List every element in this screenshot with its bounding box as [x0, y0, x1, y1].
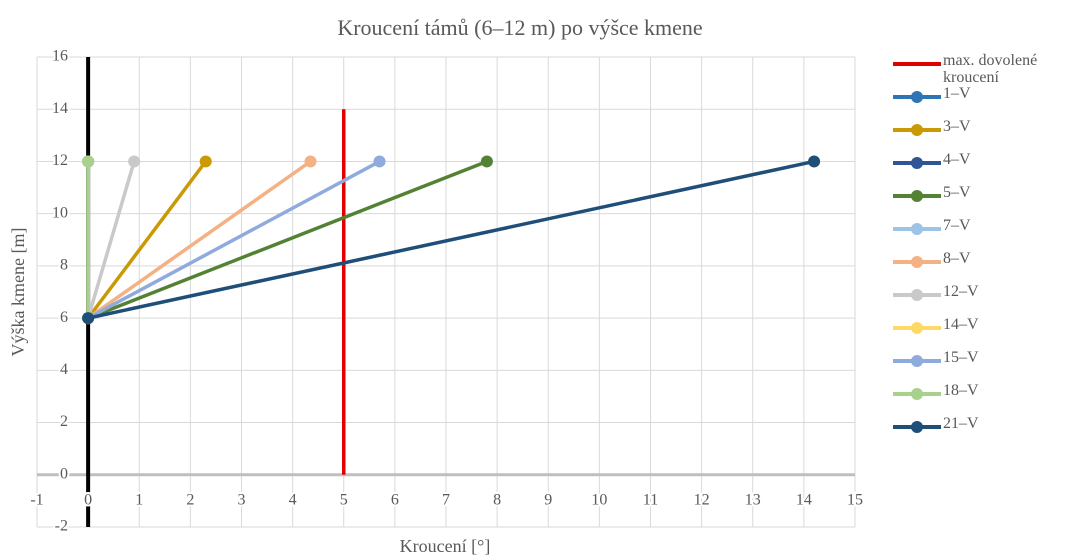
legend-marker: [911, 223, 923, 235]
y-tick-label: 2: [60, 413, 68, 430]
y-tick-label: -2: [55, 518, 68, 535]
legend-entry: max. dovolené kroucení: [893, 52, 1073, 86]
x-tick-label: 6: [391, 491, 399, 508]
point: [304, 155, 317, 168]
x-tick-label: 10: [591, 491, 607, 508]
legend-marker: [911, 388, 923, 400]
legend-label: 7–V: [943, 217, 971, 234]
y-tick-label: 6: [60, 309, 68, 326]
series-line: [87, 159, 381, 320]
series-line: [87, 159, 488, 320]
x-tick-label: 3: [238, 491, 246, 508]
legend-entry: 5–V: [893, 184, 1073, 217]
x-tick-label: 14: [796, 491, 812, 508]
series-line: [86, 160, 208, 320]
legend-entry: 7–V: [893, 217, 1073, 250]
x-tick-label: 11: [643, 491, 658, 508]
point: [82, 155, 95, 168]
y-tick-label: 14: [52, 100, 68, 117]
legend-label: 3–V: [943, 118, 971, 135]
legend-marker: [911, 190, 923, 202]
legend-label: 15–V: [943, 349, 979, 366]
legend-entry: 14–V: [893, 316, 1073, 349]
y-tick-label: 10: [52, 204, 68, 221]
legend-label: 18–V: [943, 382, 979, 399]
x-tick-label: 0: [84, 491, 92, 508]
legend-label: 5–V: [943, 184, 971, 201]
x-tick-label: 2: [186, 491, 194, 508]
x-tick-label: 9: [544, 491, 552, 508]
x-tick-label: 13: [745, 491, 761, 508]
legend-entry: 8–V: [893, 250, 1073, 283]
x-tick-label: 8: [493, 491, 501, 508]
series-line: [87, 159, 815, 320]
legend-entry: 15–V: [893, 349, 1073, 382]
point: [808, 155, 821, 168]
x-tick-label: -1: [30, 491, 43, 508]
legend-entry: 21–V: [893, 415, 1073, 448]
x-tick-label: 12: [694, 491, 710, 508]
y-tick-label: 12: [52, 152, 68, 169]
legend-label: 12–V: [943, 283, 979, 300]
y-axis-title: Výška kmene [m]: [8, 228, 28, 357]
legend-entry: 4–V: [893, 151, 1073, 184]
x-tick-label: 1: [135, 491, 143, 508]
x-tick-label: 4: [289, 491, 297, 508]
legend-marker: [911, 91, 923, 103]
legend-marker: [911, 256, 923, 268]
chart-title: Kroucení támů (6–12 m) po výšce kmene: [337, 15, 702, 40]
y-tick-label: 8: [60, 257, 68, 274]
legend-marker: [911, 355, 923, 367]
legend-label: 8–V: [943, 250, 971, 267]
legend-swatch: [893, 62, 941, 66]
legend-marker: [911, 421, 923, 433]
x-tick-label: 5: [340, 491, 348, 508]
legend-label: 21–V: [943, 415, 979, 432]
legend-entry: 1–V: [893, 85, 1073, 118]
y-tick-label: 0: [60, 465, 68, 482]
legend-marker: [911, 157, 923, 169]
point: [199, 155, 212, 168]
y-tick-label: 4: [60, 361, 68, 378]
legend-marker: [911, 322, 923, 334]
legend: max. dovolené kroucení 1–V 3–V 4–V 5–V 7–V 8–V…: [893, 52, 1073, 448]
legend-entry: 3–V: [893, 118, 1073, 151]
legend-entry: 18–V: [893, 382, 1073, 415]
x-axis-title: Kroucení [°]: [400, 536, 491, 556]
point: [128, 155, 141, 168]
x-tick-label: 15: [847, 491, 863, 508]
series-line: [87, 160, 312, 320]
legend-marker: [911, 289, 923, 301]
legend-label: max. dovolené kroucení: [943, 52, 1038, 86]
point: [82, 312, 95, 325]
point: [480, 155, 493, 168]
legend-label: 1–V: [943, 85, 971, 102]
legend-label: 4–V: [943, 151, 971, 168]
y-tick-label: 16: [52, 48, 68, 65]
grid: [36, 56, 856, 528]
legend-marker: [911, 124, 923, 136]
point: [373, 155, 386, 168]
series-line: [86, 160, 136, 319]
x-tick-label: 7: [442, 491, 450, 508]
legend-label: 14–V: [943, 316, 979, 333]
legend-entry: 12–V: [893, 283, 1073, 316]
